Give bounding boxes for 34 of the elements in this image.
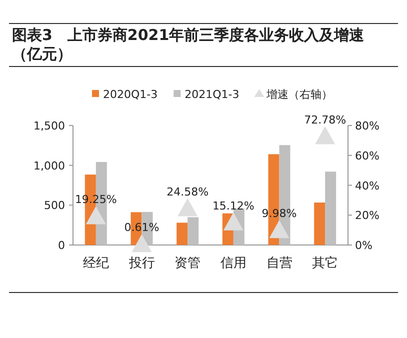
x-tick-label: 自营 <box>266 256 292 271</box>
chart-title: 图表3 上市券商2021年前三季度各业务收入及增速（亿元） <box>12 26 366 64</box>
legend-item: 增速（右轴） <box>254 88 332 101</box>
legend-item: 2021Q1-3 <box>174 88 240 101</box>
y2-tick-label: 0% <box>355 239 372 252</box>
point <box>315 126 336 144</box>
y-tick-label: 1,000 <box>34 159 65 172</box>
legend-label: 2021Q1-3 <box>184 88 240 101</box>
x-tick-label: 资管 <box>174 256 201 271</box>
point <box>132 234 152 252</box>
legend-item: 2020Q1-3 <box>92 88 158 101</box>
point <box>223 212 244 230</box>
data-label: 72.78% <box>304 113 346 126</box>
data-label: 15.12% <box>212 199 254 212</box>
point <box>178 198 198 216</box>
x-tick-label: 经纪 <box>82 256 109 271</box>
point <box>269 220 290 238</box>
y2-tick-label: 60% <box>355 149 380 162</box>
y2-tick-label: 40% <box>355 179 380 192</box>
y2-tick-label: 80% <box>355 120 380 132</box>
legend-label: 2020Q1-3 <box>103 88 158 101</box>
x-tick-label: 其它 <box>312 255 338 271</box>
point <box>86 206 106 224</box>
x-tick-label: 信用 <box>220 256 246 271</box>
x-tick-label: 投行 <box>128 256 155 271</box>
bar <box>188 217 199 245</box>
bar <box>314 202 326 245</box>
bar <box>176 222 188 245</box>
y-tick-label: 0 <box>58 239 65 252</box>
y-tick-label: 500 <box>44 199 65 212</box>
data-label: 24.58% <box>166 185 209 198</box>
bar <box>325 172 336 245</box>
y-tick-label: 1,500 <box>34 120 65 132</box>
y2-tick-label: 20% <box>355 209 380 222</box>
